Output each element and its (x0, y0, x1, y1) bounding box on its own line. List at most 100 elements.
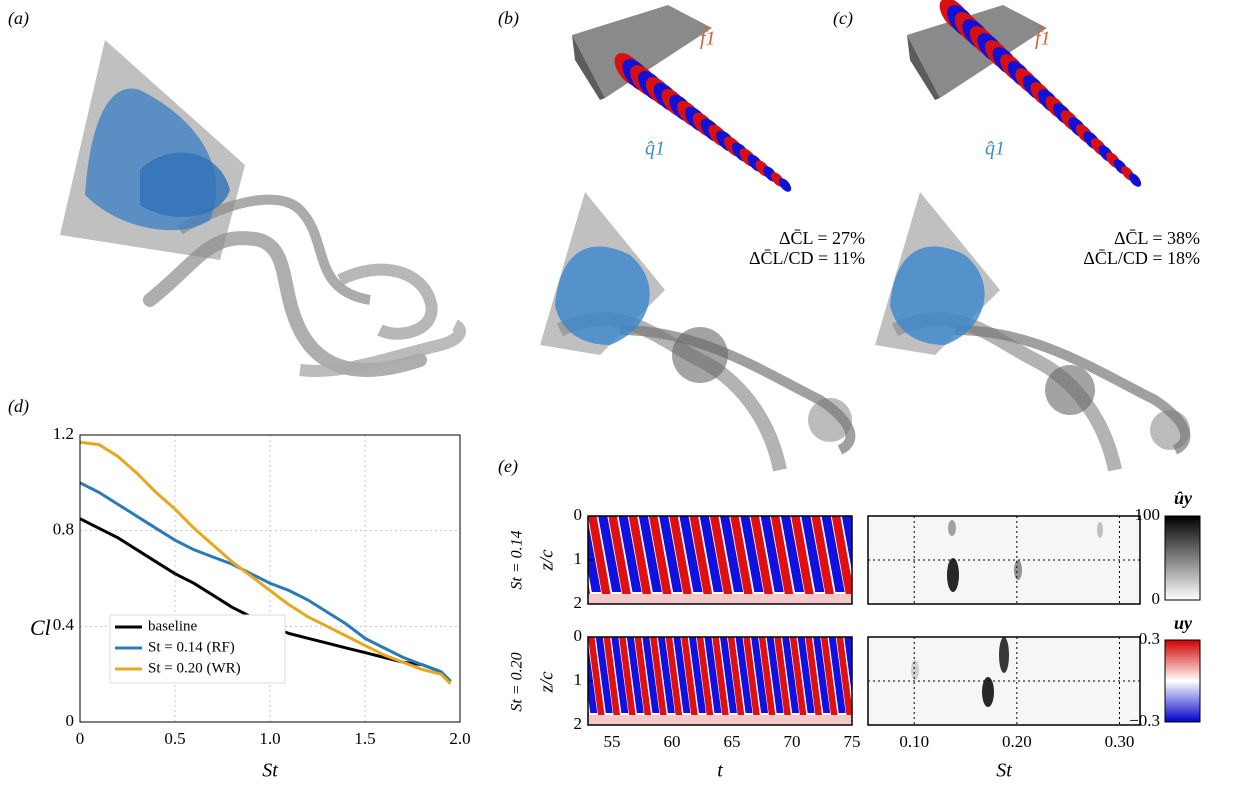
x-tick-label: 1.5 (354, 729, 375, 748)
vortex-stripe (740, 516, 764, 592)
colorbar (1164, 515, 1201, 601)
vortex-stripe (820, 637, 838, 715)
lift-increase: ΔC̄L = 38% (1114, 228, 1200, 248)
vortex-stripe (679, 516, 703, 592)
vortex-stripe (588, 642, 598, 713)
vortex-stripe (642, 637, 660, 713)
mode-structure (778, 178, 792, 192)
vortex-stripe (696, 637, 714, 715)
x-tick-label: 70 (784, 732, 801, 751)
vortex-stripe (735, 637, 753, 713)
vortex-stripe (743, 637, 760, 715)
vortex-stripe (595, 637, 613, 713)
colorbar (1164, 639, 1201, 723)
vortex-stripe (699, 516, 723, 592)
vortex-stripe (720, 516, 744, 592)
vortex-stripe (789, 637, 807, 715)
plot-frame (867, 515, 1141, 605)
x-tick-label: 0.5 (164, 729, 185, 748)
panel-label: (c) (833, 8, 853, 29)
y-tick-label: 0 (574, 626, 583, 645)
y-axis-label: z/c (536, 671, 557, 694)
spectral-peak (947, 558, 959, 592)
vortex-stripe (669, 516, 692, 594)
vortex-stripe (751, 637, 769, 713)
legend-label: St = 0.14 (RF) (148, 639, 235, 655)
vortex-stripe (626, 637, 644, 713)
x-tick-label: 1.0 (259, 729, 280, 748)
plot-frame (79, 434, 461, 723)
y-tick-label: 1 (574, 549, 583, 568)
spectral-peak (911, 660, 919, 680)
y-tick-label: 0.4 (53, 615, 75, 634)
spectral-peak (1014, 560, 1022, 580)
y-axis-label: z/c (536, 549, 557, 572)
x-tick-label: 60 (664, 732, 681, 751)
vortex-stripe (760, 516, 784, 592)
x-tick-label: 55 (604, 732, 621, 751)
vortex-stripe (638, 516, 662, 592)
vortex-stripe (712, 637, 729, 715)
wall-band (588, 594, 852, 604)
y-tick-label: 0.8 (53, 520, 74, 539)
row-label: St = 0.20 (509, 652, 526, 711)
plot-frame (867, 636, 1141, 726)
vortex-stripe (673, 637, 691, 713)
vortex-stripe (801, 516, 825, 592)
panel-label: (b) (498, 8, 519, 29)
vortex-stripe (709, 516, 733, 594)
colorbar-tick-label: −0.3 (1129, 711, 1160, 730)
x-axis-label: St (996, 760, 1012, 782)
colorbar-tick-label: 0.3 (1139, 629, 1160, 648)
y-tick-label: 0 (574, 505, 583, 524)
heatmap-image (588, 637, 852, 725)
render-c (875, 0, 1191, 472)
colorbar-label: ûy (1174, 488, 1193, 508)
render-a (60, 40, 466, 377)
vortex-stripe (588, 637, 605, 715)
vortex-stripe (598, 516, 622, 592)
vortex-stripe (648, 516, 672, 594)
y-tick-label: 0 (66, 711, 75, 730)
response-mode-label: q̂1 (645, 138, 665, 160)
vortex-stripe (611, 637, 629, 713)
vortex-stripe (634, 637, 652, 715)
vortex-stripe (774, 637, 791, 715)
vortex-stripe (841, 516, 852, 572)
vortex-stripe (770, 516, 794, 594)
lift-drag-increase: ΔC̄L/CD = 18% (1083, 248, 1200, 268)
vortex-stripe (836, 637, 852, 715)
x-tick-label: 0.30 (1105, 732, 1135, 751)
vortex-stripe (588, 516, 611, 594)
vortex-stripe (844, 637, 852, 697)
vortex-stripe (813, 637, 831, 713)
panel-label: (a) (8, 8, 29, 29)
legend-label: baseline (148, 618, 197, 634)
y-tick-label: 1 (574, 670, 583, 689)
wall-band (588, 715, 852, 725)
vortex-stripe (797, 637, 815, 713)
x-axis-label: t (717, 760, 723, 782)
vortex-stripe (758, 637, 776, 715)
vortex-stripe (730, 516, 753, 594)
vortex-stripe (618, 516, 642, 592)
spectral-peak (1097, 522, 1103, 538)
colorbar-label: uy (1174, 613, 1193, 633)
vortex-stripe (665, 637, 683, 715)
panel-label: (d) (8, 396, 29, 417)
vortex-stripe (689, 516, 713, 594)
row-label: St = 0.14 (509, 530, 526, 589)
x-tick-label: 2.0 (449, 729, 470, 748)
vortex-stripe (766, 637, 784, 713)
y-tick-label: 1.2 (53, 424, 74, 443)
vortex-stripe (681, 637, 698, 715)
vortex-stripe (780, 516, 805, 592)
vortex-stripe (750, 516, 773, 594)
mode-structure (1128, 173, 1142, 187)
vortex-stripe (704, 637, 722, 713)
forcing-mode-label: f̂1 (700, 25, 716, 49)
x-tick-label: 0.10 (899, 732, 929, 751)
vortex-stripe (821, 516, 845, 592)
series-line (79, 481, 452, 683)
y-tick-label: 2 (574, 714, 583, 733)
